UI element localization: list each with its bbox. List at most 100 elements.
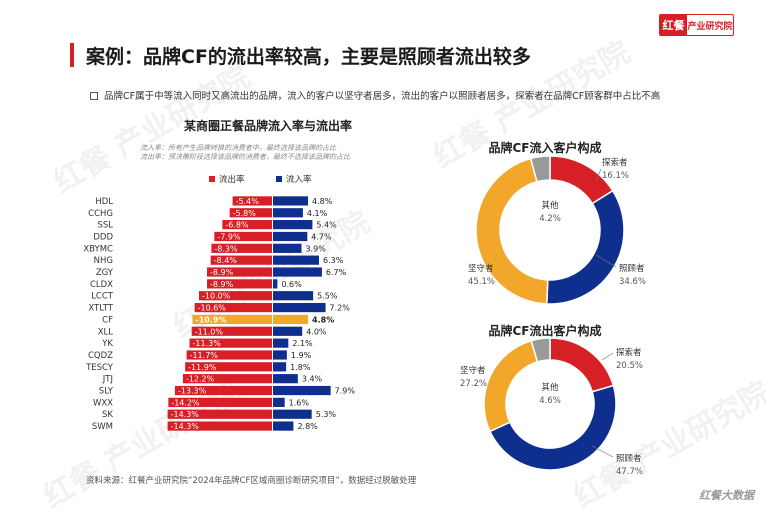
inflow-value-label: 0.6%	[281, 280, 302, 289]
inflow-value-label: 3.4%	[302, 375, 323, 384]
outflow-bar	[199, 291, 272, 301]
outflow-bar	[211, 243, 272, 253]
outflow-bar	[232, 196, 272, 206]
inflow-value-label: 6.7%	[326, 268, 347, 277]
legend-outflow-swatch	[209, 176, 215, 182]
donut-slice	[529, 155, 551, 183]
outflow-bar	[167, 409, 272, 419]
outflow-bar	[194, 302, 272, 313]
category-label: YK	[101, 339, 113, 349]
inflow-bar	[273, 326, 303, 336]
slice-value-label: 45.1%	[468, 277, 495, 287]
inflow-bar	[273, 243, 302, 253]
donut-outflow-chart: 探索者 20.5% 照顾者 47.7% 坚守者 27.2% 其他 4.6%	[460, 337, 643, 477]
inflow-value-label: 4.0%	[306, 327, 327, 336]
slice-name-label: 其他	[541, 382, 559, 393]
inflow-bar	[273, 220, 313, 230]
donut-slice	[475, 157, 549, 305]
outflow-bar	[167, 421, 272, 431]
category-label: SSL	[97, 221, 113, 231]
outflow-value-label: -13.3%	[178, 387, 207, 396]
inflow-value-label: 5.5%	[317, 292, 338, 301]
slice-name-label: 坚守者	[460, 365, 486, 376]
outflow-value-label: -7.9%	[217, 232, 241, 241]
inflow-bar	[273, 291, 314, 301]
category-label: TESCY	[85, 363, 114, 373]
legend-outflow: 流出率	[209, 173, 245, 185]
brand-logo: 红餐 产业研究院	[659, 14, 734, 36]
outflow-value-label: -12.2%	[186, 375, 215, 384]
chart-note-outflow: 流出率：预决策阶段选择该品牌的消费者，最终不选择该品牌的占比	[140, 153, 350, 161]
category-label: JTJ	[102, 375, 113, 385]
bar-chart-title: 某商圈正餐品牌流入率与流出率	[183, 119, 352, 133]
slice-value-label: 4.2%	[539, 214, 561, 224]
inflow-bar	[273, 409, 312, 419]
outflow-bar	[182, 374, 272, 384]
legend-inflow-swatch	[276, 176, 282, 182]
outflow-bar	[191, 326, 272, 336]
page-title: 案例：品牌CF的流出率较高，主要是照顾者流出较多	[86, 46, 531, 68]
outflow-value-label: -10.0%	[202, 292, 231, 301]
outflow-bar	[229, 208, 272, 218]
category-label: CLDX	[90, 280, 113, 290]
category-label: SK	[102, 410, 113, 420]
slice-leader-line	[595, 168, 602, 182]
category-label: XTLTT	[88, 304, 113, 314]
inflow-value-label: 5.4%	[316, 221, 337, 230]
inflow-bar	[273, 397, 285, 407]
inflow-value-label: 2.1%	[292, 339, 313, 348]
donut-slice	[488, 384, 617, 471]
bar-chart: HDL -5.4% 4.8% CCHG -5.8% 4.1% SSL -6.8% 5.4% DDD…	[83, 196, 356, 432]
inflow-value-label: 7.9%	[335, 387, 356, 396]
donut-slice	[549, 337, 615, 393]
outflow-bar	[207, 267, 272, 277]
slice-value-label: 34.6%	[619, 277, 646, 287]
category-label: XBYMC	[83, 244, 113, 254]
donut-outflow-title: 品牌CF流出客户构成	[488, 324, 602, 338]
inflow-bar	[273, 314, 309, 325]
outflow-value-label: -11.0%	[195, 327, 224, 336]
inflow-value-label: 7.2%	[330, 304, 351, 313]
slice-value-label: 47.7%	[616, 467, 643, 477]
category-label: HDL	[95, 197, 113, 207]
outflow-value-label: -5.4%	[236, 197, 260, 206]
outflow-bar	[174, 385, 272, 396]
donut-inflow-title: 品牌CF流入客户构成	[488, 141, 602, 155]
slice-name-label: 探索者	[602, 157, 628, 168]
outflow-value-label: -8.9%	[210, 280, 234, 289]
slice-leader-line	[595, 254, 617, 268]
outflow-value-label: -14.3%	[171, 410, 200, 419]
slice-name-label: 其他	[541, 200, 559, 211]
outflow-value-label: -10.6%	[198, 304, 227, 313]
inflow-value-label: 1.8%	[290, 363, 311, 372]
category-label: XLL	[98, 327, 114, 337]
category-label: SLY	[99, 387, 114, 397]
slice-value-label: 27.2%	[460, 379, 487, 389]
category-label: DDD	[93, 232, 113, 242]
donut-slice	[483, 339, 539, 433]
donut-slice	[530, 337, 551, 363]
slice-name-label: 照顾者	[616, 454, 642, 464]
inflow-bar	[273, 208, 303, 218]
outflow-bar	[192, 314, 272, 325]
category-label: CCHG	[88, 209, 113, 219]
outflow-value-label: -11.7%	[190, 351, 219, 360]
source-note: 资料来源：红餐产业研究院“2024年品牌CF区域商圈诊断研究项目”，数据经过脱敏…	[86, 476, 417, 486]
bullet-square-icon	[90, 92, 98, 100]
outflow-bar	[207, 279, 272, 289]
inflow-bar	[273, 362, 287, 372]
outflow-value-label: -10.9%	[195, 315, 226, 324]
inflow-value-label: 4.1%	[307, 209, 328, 218]
inflow-value-label: 6.3%	[323, 256, 344, 265]
legend-outflow-label: 流出率	[219, 175, 245, 185]
outflow-bar	[168, 397, 272, 407]
inflow-value-label: 5.3%	[316, 410, 337, 419]
slice-value-label: 20.5%	[616, 361, 643, 371]
title-accent-bar	[70, 43, 74, 67]
inflow-value-label: 4.8%	[312, 197, 333, 206]
category-label: ZGY	[96, 268, 114, 278]
outflow-value-label: -11.3%	[193, 339, 222, 348]
outflow-value-label: -5.8%	[233, 209, 257, 218]
outflow-bar	[222, 220, 272, 230]
outflow-bar	[210, 255, 272, 265]
